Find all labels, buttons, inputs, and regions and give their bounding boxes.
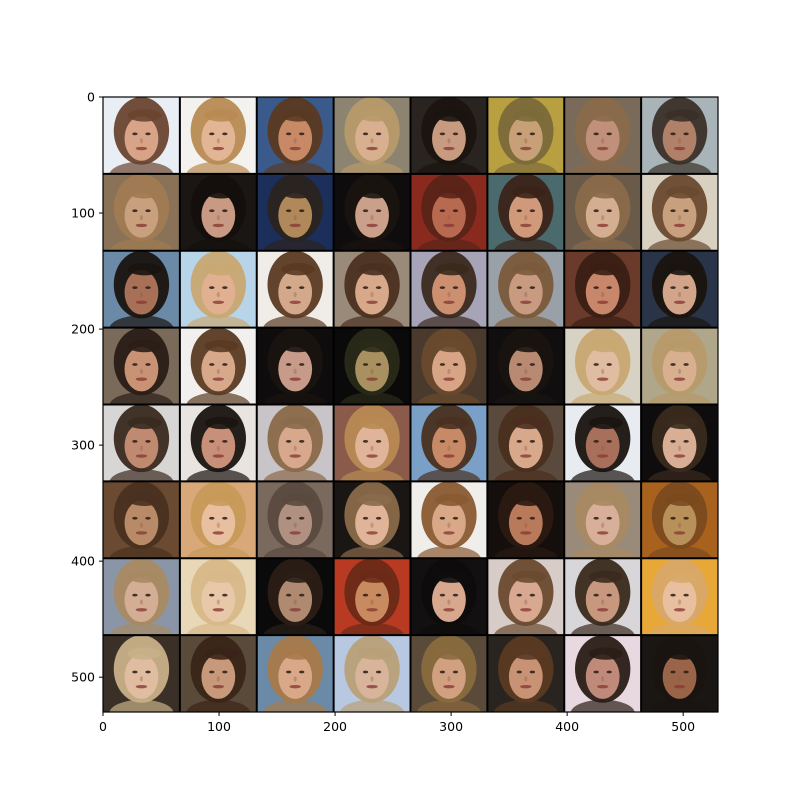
face-tile (410, 173, 488, 251)
face-tile (256, 481, 334, 559)
x-tick-label: 500 (671, 719, 695, 734)
face-tile (256, 327, 334, 405)
face-tile (333, 481, 411, 559)
face-tile (333, 250, 411, 328)
x-axis: 0 100 200 300 400 500 (99, 712, 695, 734)
face-tile (410, 635, 488, 712)
face-tile (179, 481, 257, 559)
face-tile (564, 481, 642, 559)
face-tile (333, 635, 411, 712)
x-tick-label: 200 (323, 719, 347, 734)
face-tile (564, 635, 642, 712)
face-tile (103, 250, 180, 328)
face-tile (641, 481, 718, 559)
y-axis: 0 100 200 300 400 500 (71, 90, 103, 685)
y-tick-label: 0 (87, 90, 95, 105)
x-tick-label: 300 (439, 719, 463, 734)
face-tile (487, 250, 565, 328)
face-tile (179, 635, 257, 712)
face-tile (256, 250, 334, 328)
face-tile (487, 635, 565, 712)
face-tile (333, 173, 411, 251)
face-tile (333, 558, 411, 636)
face-tile (103, 404, 180, 482)
face-tile (103, 97, 180, 174)
y-tick-label: 300 (71, 438, 95, 453)
face-tile (564, 327, 642, 405)
face-tile (410, 481, 488, 559)
face-tile (179, 327, 257, 405)
face-tile (564, 250, 642, 328)
y-tick-label: 200 (71, 322, 95, 337)
face-tile (103, 558, 180, 636)
face-tile (641, 635, 718, 712)
face-tile (487, 173, 565, 251)
image-grid (103, 97, 718, 712)
axes-frame (102, 96, 719, 713)
face-tile (487, 97, 565, 174)
face-tile (410, 404, 488, 482)
y-tick-label: 500 (71, 670, 95, 685)
face-tile (179, 250, 257, 328)
face-tile (641, 250, 718, 328)
face-tile (641, 404, 718, 482)
face-tile (641, 558, 718, 636)
face-tile (564, 173, 642, 251)
tile-separators (103, 97, 718, 712)
face-tile (333, 404, 411, 482)
face-tile (641, 173, 718, 251)
face-tile (410, 558, 488, 636)
face-tile (179, 404, 257, 482)
face-tile (256, 404, 334, 482)
x-tick-label: 0 (99, 719, 107, 734)
face-tile (256, 97, 334, 174)
face-tile (487, 327, 565, 405)
face-tile (410, 327, 488, 405)
face-tile (333, 327, 411, 405)
face-tile (487, 481, 565, 559)
face-tile (256, 635, 334, 712)
face-tile (410, 250, 488, 328)
face-tile (641, 97, 718, 174)
face-tile (333, 97, 411, 174)
face-tile (103, 481, 180, 559)
face-tile (564, 558, 642, 636)
face-tile (179, 97, 257, 174)
y-tick-label: 400 (71, 554, 95, 569)
y-tick-label: 100 (71, 206, 95, 221)
face-tile (256, 558, 334, 636)
face-tile (103, 327, 180, 405)
face-tile (103, 173, 180, 251)
face-tile (410, 97, 488, 174)
face-tile (179, 173, 257, 251)
x-tick-label: 100 (207, 719, 231, 734)
face-tile (487, 558, 565, 636)
face-tile (487, 404, 565, 482)
face-tile (641, 327, 718, 405)
face-tile (564, 97, 642, 174)
face-tile (564, 404, 642, 482)
face-tile (256, 173, 334, 251)
face-tile (103, 635, 180, 712)
x-tick-label: 400 (555, 719, 579, 734)
face-tile (179, 558, 257, 636)
